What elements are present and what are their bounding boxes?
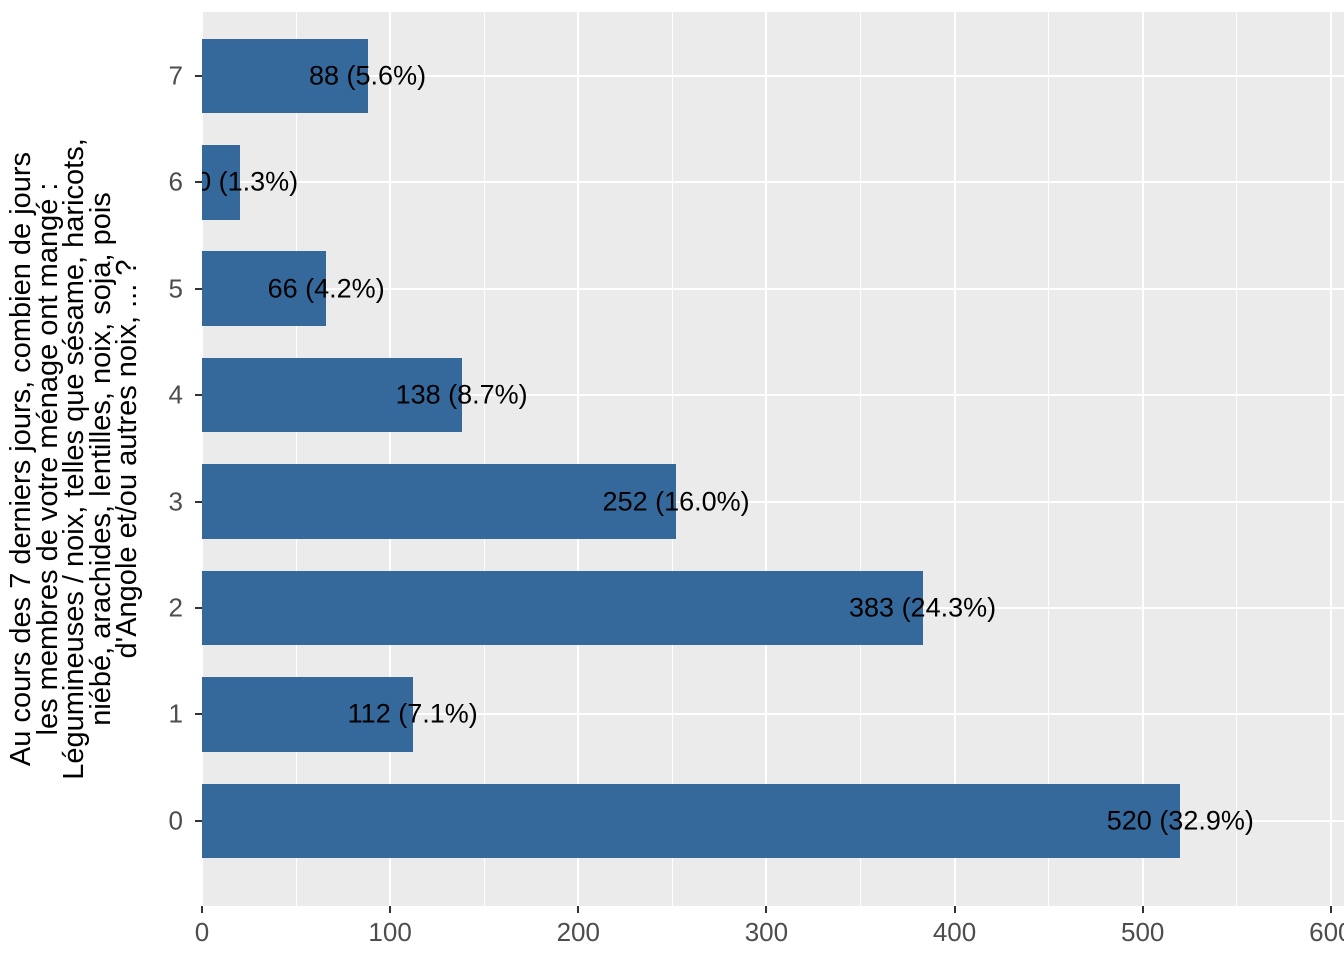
major-gridline-vertical: [389, 12, 392, 906]
minor-gridline-vertical: [295, 12, 297, 906]
y-axis-tick-label: 3: [168, 486, 183, 517]
bar: [202, 251, 327, 326]
y-axis-title-line: d'Angole et/ou autres noix, ... ?: [110, 259, 143, 659]
minor-gridline-vertical: [671, 12, 673, 906]
bar-value-label: 20 (1.3%): [202, 166, 299, 197]
major-gridline-vertical: [1141, 12, 1144, 906]
y-axis-tick-label: 1: [168, 698, 183, 729]
y-axis-tick-mark: [195, 181, 202, 184]
minor-gridline-vertical: [859, 12, 861, 906]
bar-value-label: 252 (16.0%): [602, 486, 750, 517]
y-axis-title-line: Au cours des 7 derniers jours, combien d…: [4, 151, 37, 767]
bar: [202, 38, 368, 114]
x-axis-tick-mark: [577, 906, 580, 913]
y-axis-title-line: Légumineuses / noix, telles que sésame, …: [57, 138, 90, 780]
x-axis-tick-label: 600: [1309, 917, 1344, 947]
y-axis-tick-mark: [195, 394, 202, 397]
x-axis-tick-label: 200: [556, 917, 600, 947]
y-axis-title: Au cours des 7 derniers jours, combien d…: [4, 0, 143, 939]
bar-value-label: 88 (5.6%): [309, 60, 427, 91]
y-axis-tick-mark: [195, 819, 202, 822]
bar: [202, 677, 413, 752]
major-gridline-vertical: [202, 12, 203, 906]
major-gridline-vertical: [1329, 12, 1332, 906]
x-axis-tick-label: 0: [194, 917, 210, 947]
bar: [202, 357, 462, 433]
major-gridline-horizontal: [202, 500, 1344, 503]
x-axis-tick-mark: [765, 906, 768, 913]
y-axis-tick-label: 7: [168, 60, 183, 91]
x-axis-tick-mark: [201, 906, 203, 913]
major-gridline-horizontal: [202, 74, 1344, 77]
x-axis-tick-label: 500: [1120, 917, 1165, 947]
x-axis-tick-mark: [1329, 906, 1332, 913]
x-axis-tick-mark: [1141, 906, 1144, 913]
bar-value-label: 383 (24.3%): [849, 592, 997, 623]
y-axis-tick-label: 4: [168, 379, 183, 410]
x-axis-tick-label: 100: [368, 917, 412, 947]
y-axis-tick-mark: [195, 500, 202, 503]
y-axis-tick-label: 0: [168, 805, 183, 836]
major-gridline-vertical: [577, 12, 580, 906]
bar-value-label: 112 (7.1%): [347, 698, 478, 729]
bar: [202, 570, 923, 646]
plot-panel: 88 (5.6%) 20 (1.3%) 66 (4.2%) 138 (8.7%) 252…: [202, 12, 1344, 906]
minor-gridline-vertical: [1236, 12, 1238, 906]
y-axis-tick-mark: [195, 74, 202, 77]
bar: [202, 783, 1181, 859]
x-axis-tick-label: 300: [744, 917, 789, 947]
y-axis-tick-mark: [195, 287, 202, 290]
minor-gridline-vertical: [1048, 12, 1050, 906]
major-gridline-vertical: [765, 12, 768, 906]
bar-value-label: 66 (4.2%): [267, 273, 385, 304]
major-gridline-horizontal: [202, 181, 1344, 184]
x-axis-tick-mark: [953, 906, 956, 913]
bar-value-label: 138 (8.7%): [395, 379, 528, 410]
major-gridline-horizontal: [202, 394, 1344, 397]
y-axis-tick-label: 2: [168, 592, 183, 623]
y-axis-tick-mark: [195, 713, 202, 716]
x-axis-tick-label: 400: [932, 917, 977, 947]
y-axis-tick-label: 6: [168, 166, 183, 197]
bar-value-label: 520 (32.9%): [1106, 805, 1254, 836]
major-gridline-horizontal: [202, 287, 1344, 290]
minor-gridline-vertical: [483, 12, 485, 906]
bar: [202, 145, 240, 220]
major-gridline-horizontal: [202, 713, 1344, 716]
x-axis-tick-mark: [389, 906, 392, 913]
major-gridline-vertical: [953, 12, 956, 906]
bar: [202, 464, 677, 539]
y-axis-tick-label: 5: [168, 273, 183, 304]
y-axis-tick-mark: [195, 607, 202, 609]
